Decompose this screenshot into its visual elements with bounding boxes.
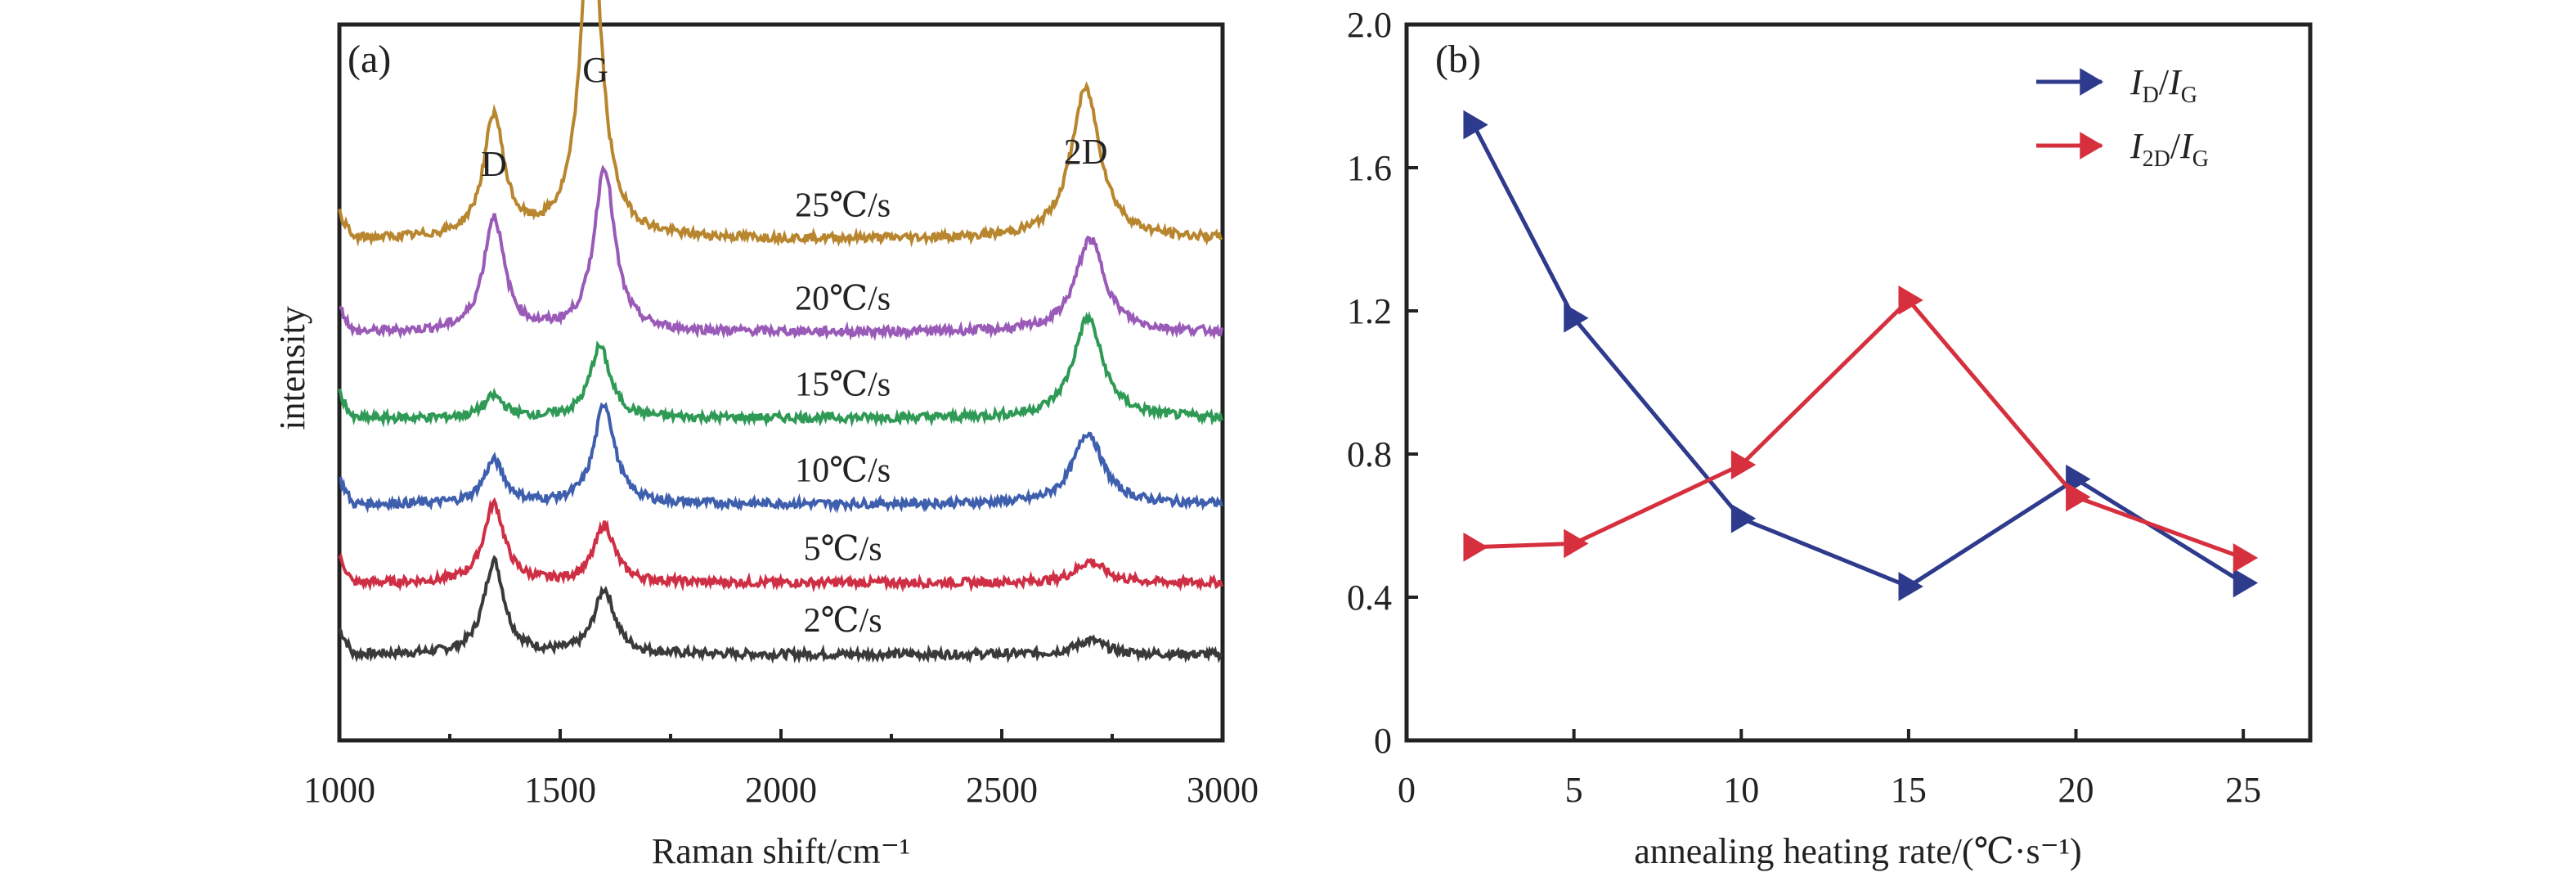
spectrum-line [338,497,1223,593]
y-tick-label-b: 2.0 [1347,5,1392,45]
data-point-marker [2080,132,2103,160]
y-tick-label-b: 0.4 [1347,578,1392,618]
data-point-marker [1730,450,1757,479]
ratio-series-group [1463,110,2259,601]
x-axis-title-b: annealing heating rate/(℃·s⁻¹) [1634,831,2081,871]
x-tick-label-a: 1000 [303,770,375,810]
x-tick-label-a: 2500 [966,770,1038,810]
data-point-marker [1463,110,1488,140]
series-labels: 2℃/s 5℃/s 10℃/s 15℃/s 20℃/s 25℃/s [795,187,891,641]
x-tick-label-b: 20 [2058,770,2094,810]
legend-entry: ID/IG [2129,62,2197,108]
data-point-marker [1898,572,1923,601]
x-axis-title-a: Raman shift/cm⁻¹ [652,831,910,871]
data-point-marker [1463,532,1488,562]
plot-frame-b [1404,22,2313,743]
data-point-marker [2233,568,2259,598]
spectrum-line [339,402,1223,515]
x-axis-ticks-a: 1000 1500 2000 2500 3000 [303,729,1259,810]
ratio-line [1471,124,2245,589]
intensity-ratio-chart: 0 5 10 15 20 25 0 0.4 0.8 1.2 1.6 2.0 (b) ID/IG I2D/… [1347,5,2313,871]
peak-label: 2D [1064,132,1108,172]
series-label: 25℃/s [795,187,891,225]
x-tick-label-b: 0 [1398,770,1416,810]
x-tick-label-b: 5 [1565,770,1583,810]
x-tick-label-a: 1500 [524,770,596,810]
series-label: 2℃/s [804,602,882,640]
data-point-marker [1564,528,1589,559]
data-point-marker [2066,482,2091,512]
x-tick-label-b: 10 [1723,770,1759,810]
y-tick-label-b: 0.8 [1347,434,1392,474]
y-tick-label-b: 1.6 [1347,148,1392,188]
y-tick-label-b: 0 [1374,721,1392,761]
spectrum-line [339,164,1223,341]
data-point-marker [1730,503,1757,533]
panel-label-b: (b) [1435,38,1481,81]
spectrum-line [338,0,1223,248]
series-label: 10℃/s [795,452,891,489]
x-tick-label-a: 2000 [745,770,817,810]
peak-labels: D G 2D [481,50,1107,184]
data-point-marker [1898,286,1923,315]
legend-entry: I2D/IG [2129,126,2209,172]
x-tick-label-b: 15 [1891,770,1927,810]
ratio-line [1473,297,2244,560]
spectrum-line [338,311,1223,428]
legend: ID/IG I2D/IG [2036,62,2209,172]
data-point-marker [2080,68,2103,96]
raman-spectra-chart: 1000 1500 2000 2500 3000 (a) D G 2D 2℃/s 5℃/s 10… [272,0,1259,871]
spectrum-line [338,555,1223,664]
axis-ticks-b: 0 5 10 15 20 25 0 0.4 0.8 1.2 1.6 2.0 [1347,5,2261,810]
peak-label: G [582,50,608,90]
peak-label: D [481,144,507,184]
spectra-series-group [338,0,1223,664]
x-tick-label-a: 3000 [1187,770,1259,810]
panel-label-a: (a) [348,38,391,81]
data-point-marker [2233,543,2259,573]
x-tick-label-b: 25 [2225,770,2261,810]
series-label: 5℃/s [804,531,882,569]
y-tick-label-b: 1.2 [1347,291,1392,331]
y-axis-title-a: intensity [272,306,312,430]
series-label: 15℃/s [795,366,891,403]
data-point-marker [1564,303,1589,333]
series-label: 20℃/s [795,280,891,317]
data-point-marker [2066,464,2091,494]
